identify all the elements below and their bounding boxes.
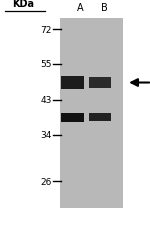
Text: A: A — [77, 3, 84, 13]
Text: KDa: KDa — [12, 0, 34, 9]
Text: 26: 26 — [40, 177, 52, 186]
Text: 43: 43 — [40, 96, 52, 105]
Bar — [89, 114, 111, 122]
Bar — [60, 18, 123, 208]
Bar — [61, 113, 84, 122]
Bar — [89, 77, 111, 89]
Text: 34: 34 — [40, 131, 52, 140]
Text: B: B — [101, 3, 108, 13]
Bar — [61, 77, 84, 89]
Text: 72: 72 — [40, 26, 52, 34]
Text: 55: 55 — [40, 60, 52, 69]
